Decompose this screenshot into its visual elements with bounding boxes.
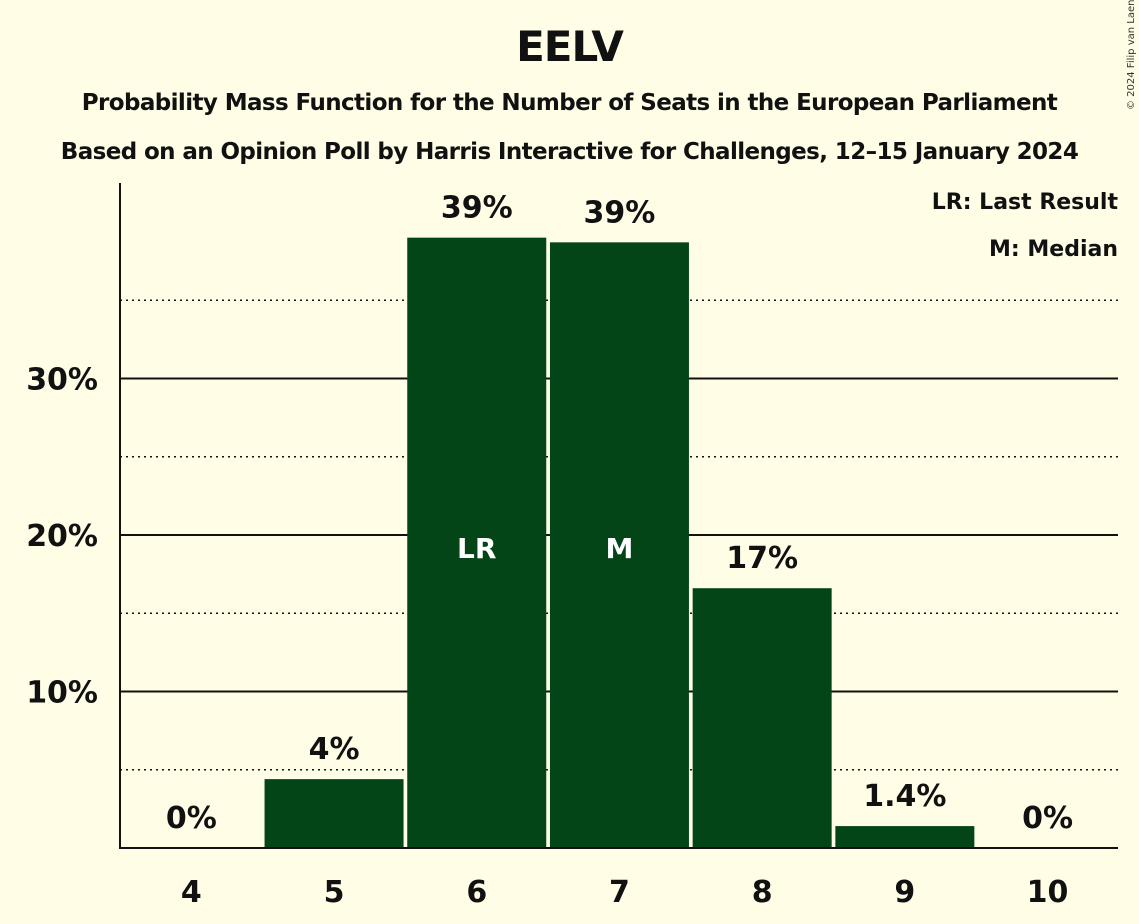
bars <box>264 237 975 849</box>
axes: 10% 20% 30% 4 5 6 7 8 9 10 <box>26 183 1118 910</box>
bar <box>264 779 404 848</box>
x-tick-label: 7 <box>609 875 630 910</box>
data-labels: 0% 4% 39% LR 39% M 17% 1.4% 0% <box>166 191 1073 836</box>
bar-value-label: 0% <box>1022 801 1073 836</box>
x-tick-label: 10 <box>1027 875 1069 910</box>
bar <box>692 588 832 848</box>
bar-marker-label: LR <box>457 532 496 565</box>
x-tick-label: 4 <box>181 875 202 910</box>
x-tick-label: 8 <box>752 875 773 910</box>
chart-title: EELV <box>516 22 624 71</box>
x-tick-label: 5 <box>324 875 345 910</box>
bar-value-label: 4% <box>309 732 360 767</box>
bar-value-label: 1.4% <box>863 779 946 814</box>
chart-subtitle: Probability Mass Function for the Number… <box>81 90 1058 116</box>
y-tick-label: 20% <box>26 519 98 554</box>
bar-value-label: 0% <box>166 801 217 836</box>
bar-marker-label: M <box>606 532 634 565</box>
bar-value-label: 17% <box>726 541 798 576</box>
bar-value-label: 39% <box>584 195 656 230</box>
legend-last-result: LR: Last Result <box>932 190 1119 215</box>
bar <box>549 242 689 849</box>
bar <box>835 826 975 848</box>
bar <box>407 237 547 848</box>
y-tick-label: 30% <box>26 363 98 398</box>
bar-value-label: 39% <box>441 191 513 226</box>
legend-median: M: Median <box>989 237 1118 262</box>
x-tick-label: 9 <box>894 875 915 910</box>
y-tick-label: 10% <box>26 676 98 711</box>
x-tick-label: 6 <box>466 875 487 910</box>
chart-source-note: Based on an Opinion Poll by Harris Inter… <box>60 139 1079 165</box>
